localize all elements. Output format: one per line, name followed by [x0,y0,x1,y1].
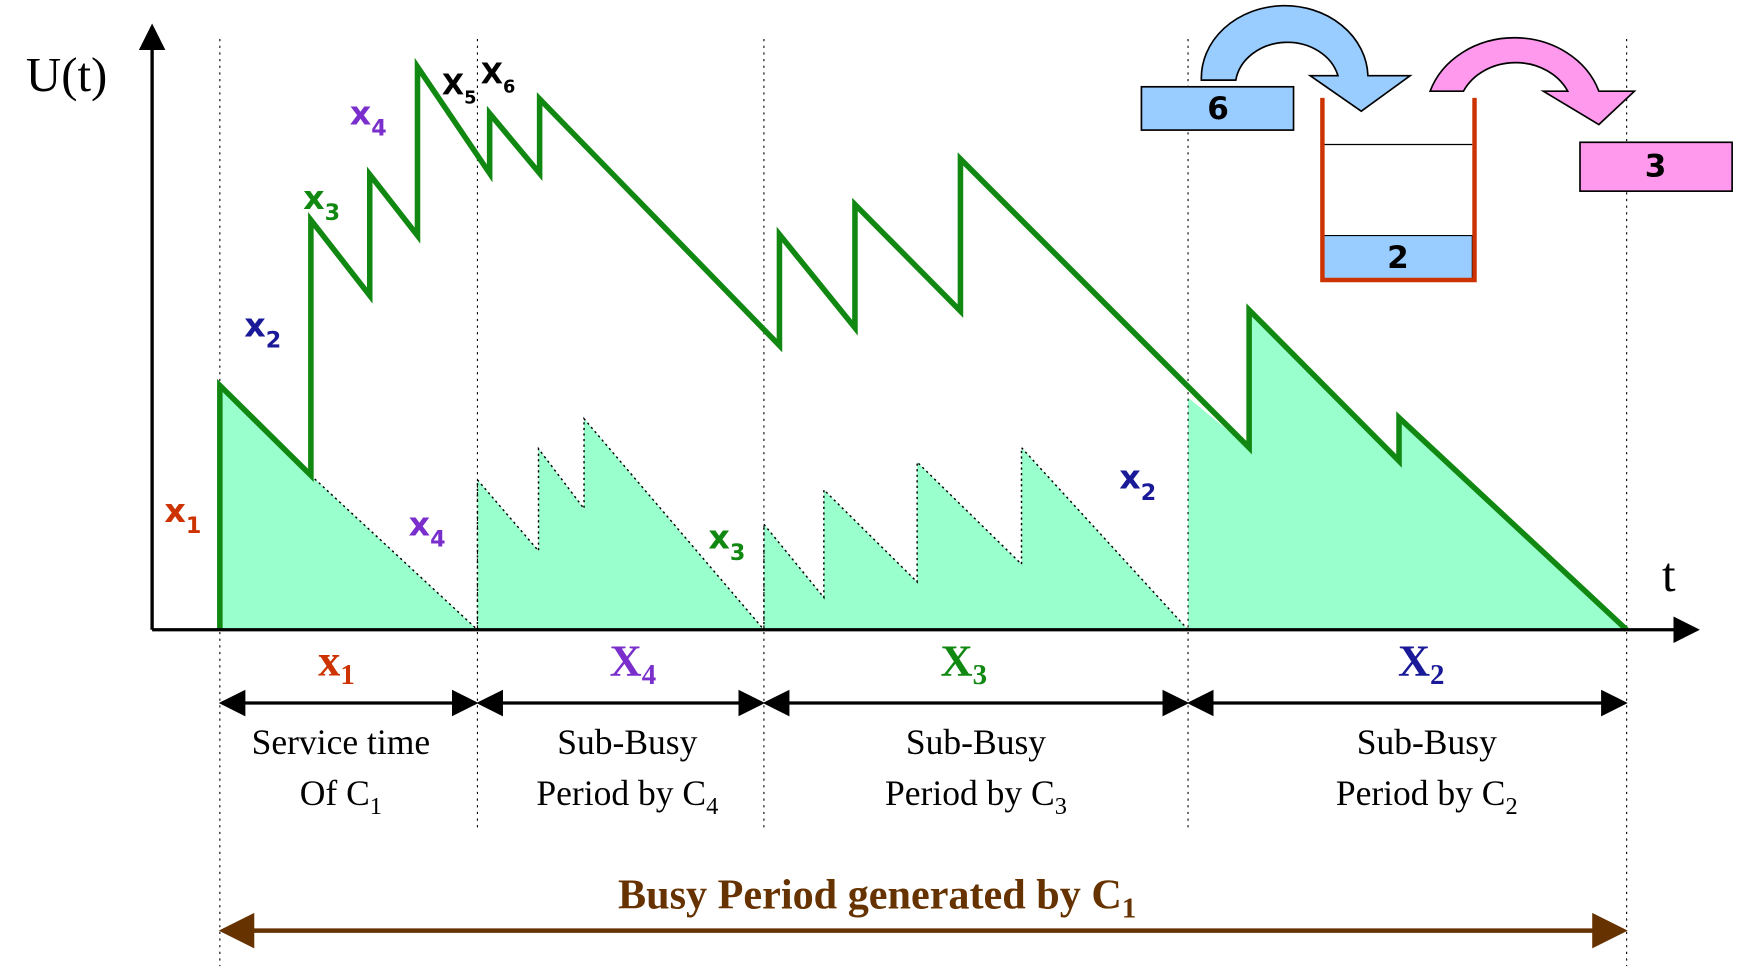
sub: 4 [706,793,718,820]
y-axis-label: U(t) [26,47,107,102]
arrival-label: X5 [442,68,477,109]
queue-diagram: 6 2 3 [1141,6,1732,280]
queue-label: 2 [1387,240,1409,276]
incoming-label: 6 [1207,91,1229,127]
sub: 2 [1506,793,1518,820]
base: x [409,504,430,543]
service-label: 3 [1645,149,1667,185]
sub: 4 [371,116,386,142]
arrival-label: X6 [481,56,516,97]
period-line1: Service time [252,722,431,762]
base: x [350,94,371,133]
fills [220,310,1627,630]
sub: 1 [1122,892,1136,924]
arrival-label: x2 [244,306,281,354]
sub: 3 [325,200,340,226]
period-line1: Sub-Busy [557,722,697,762]
period-line1: Sub-Busy [906,722,1046,762]
arrival-label: x4 [409,504,446,552]
base: X [442,68,464,102]
base: X [481,56,503,90]
sub: 3 [973,659,987,691]
period-line2: Period by C2 [1336,773,1518,820]
arrival-label: x3 [708,518,745,566]
base: x [708,518,729,557]
diagram: U(t) t x1 x2 x3 x4 X5 X6 x4 x3 x2 x1 X4 … [0,0,1741,973]
text: Period by C [536,773,706,813]
period-label: X3 [941,635,988,691]
arrival-label: x1 [164,491,201,539]
period-labels: x1 X4 X3 X2 [318,635,1444,691]
text: Of C [300,773,370,813]
base: X [941,635,973,685]
sub: 2 [1430,659,1444,691]
text: Period by C [885,773,1055,813]
sub: 4 [642,659,656,691]
x-axis-label: t [1662,547,1676,602]
base: x [164,491,185,530]
page: U(t) t x1 x2 x3 x4 X5 X6 x4 x3 x2 x1 X4 … [0,0,1741,973]
sub: 1 [340,659,354,691]
sub: 1 [370,793,382,820]
period-line2: Period by C4 [536,773,718,820]
sub: 3 [730,540,745,566]
arrival-label: x4 [350,94,387,142]
sub: 6 [503,77,515,97]
base: x [303,178,324,217]
base: x [244,306,265,345]
busy-period-label: Busy Period generated by C1 [618,871,1136,924]
period-line2: Of C1 [300,773,382,820]
base: x [1119,458,1140,497]
period-line2: Period by C3 [885,773,1067,820]
period-label: x1 [318,635,355,691]
sub: 2 [1141,480,1156,506]
base: X [610,635,642,685]
period-label: X4 [610,635,657,691]
base: X [1398,635,1430,685]
sub: 1 [186,513,201,539]
sub: 2 [266,328,281,354]
sub: 3 [1055,793,1067,820]
arrival-label: x2 [1119,458,1156,506]
sub: 5 [464,88,476,108]
period-line1: Sub-Busy [1357,722,1497,762]
text: Busy Period generated by C [618,871,1122,918]
text: Period by C [1336,773,1506,813]
period-texts: Service time Of C1 Sub-Busy Period by C4… [252,722,1518,820]
area-4 [1188,310,1627,630]
departure-arrow [1430,38,1634,125]
period-label: X2 [1398,635,1445,691]
sub: 4 [430,526,445,552]
base: x [318,635,340,685]
